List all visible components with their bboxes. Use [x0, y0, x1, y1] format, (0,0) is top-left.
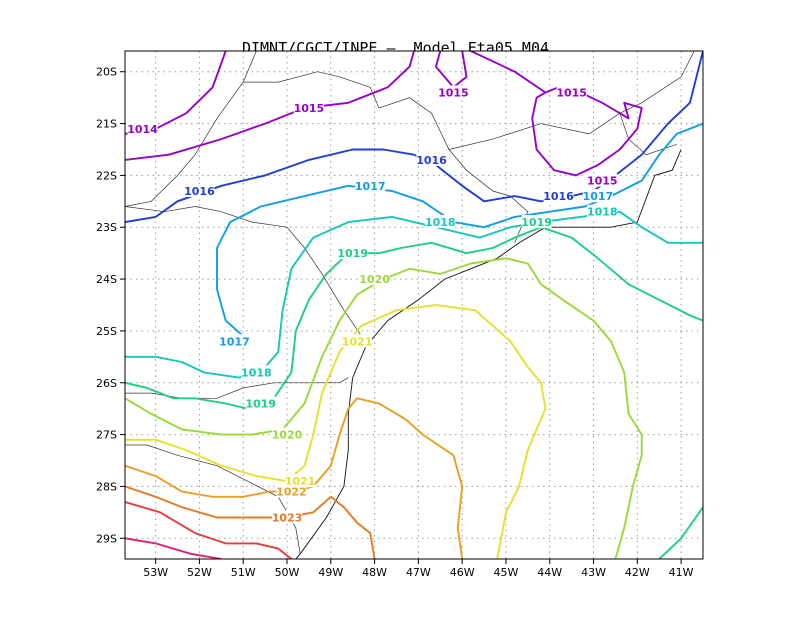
isobar-1015 [469, 51, 643, 177]
state-border [125, 377, 349, 399]
isobar-label-1018: 1018 [241, 366, 272, 379]
isobar-label-bg [521, 215, 552, 229]
isobar-label-1015: 1015 [556, 86, 587, 99]
isobar-label-1016: 1016 [543, 190, 574, 203]
lon-tick-label: 46W [450, 566, 475, 579]
isobar-1021 [125, 304, 547, 559]
isobar-label-bg [359, 272, 390, 286]
isobar-label-bg [127, 121, 158, 135]
isobar-label-bg [543, 189, 574, 203]
isobar-label-1019: 1019 [521, 216, 552, 229]
state-border [243, 71, 529, 243]
axis-ticks: 53W 52W 51W 50W 49W 48W 47W 46W 45W 44W 43W 42W 41W 2… [96, 66, 694, 579]
isobar-label-bg [272, 427, 303, 441]
isobar-label-bg [416, 152, 447, 166]
isobar-label-bg [438, 85, 469, 99]
lon-tick-label: 51W [231, 566, 256, 579]
lon-tick-label: 50W [275, 566, 300, 579]
state-border [125, 206, 367, 347]
lat-tick-label: 23S [96, 221, 117, 234]
coastline-segment [295, 149, 682, 559]
isobar-label-bg [245, 396, 276, 410]
isobar-label-1020: 1020 [272, 429, 303, 442]
isobar-label-1017: 1017 [355, 180, 386, 193]
isobar-label-1021: 1021 [342, 335, 373, 348]
isobar-label-bg [285, 474, 316, 488]
lon-tick-label: 42W [625, 566, 650, 579]
lon-tick-label: 44W [537, 566, 562, 579]
isobar-label-bg [241, 365, 272, 379]
lon-tick-label: 53W [143, 566, 168, 579]
lon-tick-label: 52W [187, 566, 212, 579]
isobar-label-1014: 1014 [127, 123, 158, 136]
lat-tick-label: 29S [96, 532, 117, 545]
isobar-label-1017: 1017 [219, 335, 250, 348]
isobar-label-1023: 1023 [272, 512, 303, 525]
isobar-label-bg [293, 101, 324, 115]
lon-tick-label: 47W [406, 566, 431, 579]
coastline [295, 149, 682, 559]
lat-tick-label: 28S [96, 480, 117, 493]
isobar-label-1015: 1015 [294, 102, 325, 115]
state-border [448, 51, 695, 150]
isobar-label-1018: 1018 [425, 216, 456, 229]
lat-tick-label: 22S [96, 169, 117, 182]
lon-tick-label: 48W [362, 566, 387, 579]
isobar-label-bg [342, 334, 373, 348]
isobar-1019 [125, 226, 703, 410]
lon-tick-label: 45W [494, 566, 519, 579]
isobar-1022 [125, 397, 464, 559]
isobar-1024 [125, 501, 293, 559]
isobar-1020 [125, 257, 643, 559]
isobar-label-bg [337, 246, 368, 260]
isobar-1017 [216, 122, 703, 338]
grid-lines [125, 51, 703, 559]
isobar-label-bg [556, 85, 587, 99]
lon-tick-label: 41W [669, 566, 694, 579]
isobar-labels: 1014 1015 1015 1015 1015 1016 1016 1016 1017 1017… [127, 85, 618, 525]
lat-tick-label: 21S [96, 118, 117, 131]
isobar-1019 [658, 506, 703, 559]
isobar-label-1018: 1018 [587, 206, 618, 219]
isobar-label-1019: 1019 [337, 247, 368, 260]
isobar-label-1017: 1017 [583, 190, 614, 203]
plot-frame [124, 50, 704, 560]
isobar-label-1016: 1016 [416, 154, 447, 167]
isobar-label-bg [276, 484, 307, 498]
lon-tick-label: 43W [581, 566, 606, 579]
isobar-label-bg [582, 189, 613, 203]
isobar-label-bg [184, 183, 215, 197]
state-border [619, 113, 677, 156]
isobar-label-1019: 1019 [245, 397, 276, 410]
isobar-label-1015: 1015 [438, 86, 469, 99]
isobar-label-1015: 1015 [587, 175, 618, 188]
lat-tick-label: 26S [96, 377, 117, 390]
lat-tick-label: 24S [96, 273, 117, 286]
lon-tick-label: 49W [318, 566, 343, 579]
lat-tick-label: 20S [96, 66, 117, 79]
isobar-label-bg [219, 334, 250, 348]
isobar-label-bg [272, 510, 303, 524]
lat-tick-label: 27S [96, 429, 117, 442]
isobar-label-bg [587, 173, 618, 187]
isobar-label-bg [587, 204, 618, 218]
isobar-label-1016: 1016 [184, 185, 215, 198]
isobar-label-bg [425, 215, 456, 229]
isobar-label-bg [355, 178, 386, 192]
isobar-label-1020: 1020 [359, 273, 390, 286]
isobar-1025 [125, 537, 223, 559]
isobar-1016 [125, 51, 703, 224]
lat-tick-label: 25S [96, 325, 117, 338]
isobar-label-1022: 1022 [276, 486, 307, 499]
